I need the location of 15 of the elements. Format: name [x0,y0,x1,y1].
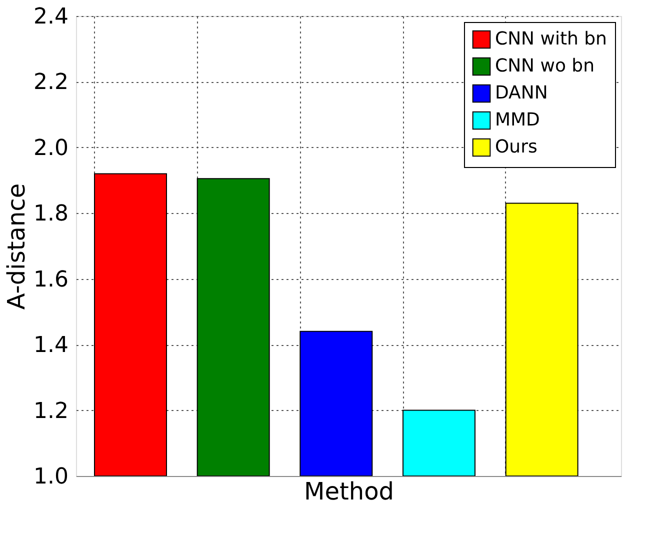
y-tick-label: 1.4 [34,333,68,358]
y-axis-title: A-distance [2,183,31,310]
y-tick-label: 2.2 [34,70,68,96]
y-tick-label: 2.4 [34,4,68,30]
y-tick-label: 2.0 [34,136,68,161]
legend-label: Ours [495,136,538,158]
legend-label: CNN wo bn [495,56,595,76]
legend-label: CNN with bn [495,28,607,50]
legend-label: MMD [495,110,540,130]
y-tick-label: 1.8 [34,202,68,227]
y-tick-label: 1.2 [34,398,68,424]
x-axis-title: Method [304,478,394,506]
legend-label: DANN [495,82,548,104]
y-tick-label: 1.6 [34,267,68,292]
y-tick-label: 1.0 [34,464,68,490]
